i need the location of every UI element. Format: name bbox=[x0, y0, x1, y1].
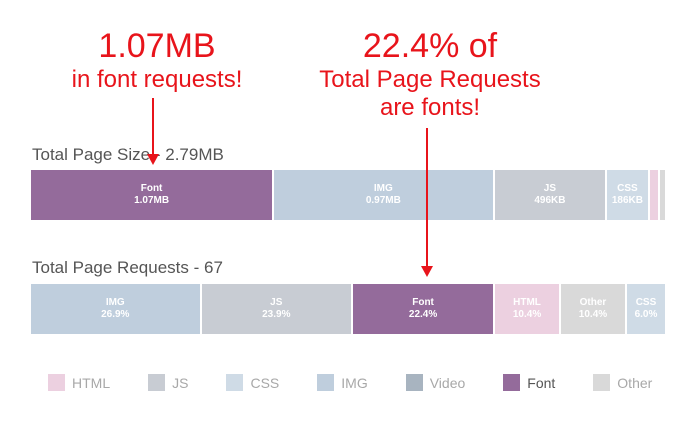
legend-item-img[interactable]: IMG bbox=[317, 374, 368, 391]
legend-label: Other bbox=[617, 374, 653, 391]
annotation-requests-value: 22.4% of bbox=[362, 27, 498, 65]
segment-label-name: Font bbox=[412, 296, 434, 308]
bar-segment-font: Font 1.07MB bbox=[31, 170, 275, 220]
legend-swatch bbox=[405, 374, 423, 391]
segment-label-name: JS bbox=[270, 296, 283, 308]
legend-swatch bbox=[226, 374, 244, 391]
annotation-size-text: in font requests! bbox=[71, 66, 243, 94]
segment-label-value: 0.97MB bbox=[365, 195, 401, 206]
stacked-bar-page-size: Font 1.07MB IMG 0.97MB JS 496KB CSS 186KB bbox=[31, 170, 665, 220]
legend-label: Font bbox=[527, 374, 556, 391]
legend-swatch bbox=[317, 374, 335, 391]
legend-label: IMG bbox=[341, 374, 368, 391]
segment-label-name: IMG bbox=[105, 296, 125, 308]
legend-label: CSS bbox=[250, 374, 280, 391]
segment-label-name: HTML bbox=[513, 296, 541, 308]
segment-label-name: Font bbox=[140, 182, 163, 194]
annotation-requests-text-2: are fonts! bbox=[379, 93, 481, 121]
bar-segment-img: IMG 0.97MB bbox=[274, 170, 495, 220]
segment-label-value: 10.4% bbox=[578, 309, 608, 320]
legend-item-css[interactable]: CSS bbox=[226, 374, 279, 391]
legend-swatch bbox=[48, 374, 65, 391]
segment-label-value: 10.4% bbox=[512, 309, 542, 320]
annotation-font-requests: 22.4% of Total Page Requests are fonts! bbox=[290, 27, 570, 121]
legend-label: JS bbox=[172, 374, 189, 391]
segment-label-name: CSS bbox=[617, 182, 638, 194]
segment-label-name: JS bbox=[543, 182, 557, 194]
bar-segment-js: JS 496KB bbox=[494, 170, 608, 220]
legend-label: HTML bbox=[72, 374, 111, 391]
segment-label-value: 26.9% bbox=[101, 309, 130, 320]
legend-item-html[interactable]: HTML bbox=[48, 374, 110, 391]
legend-swatch bbox=[148, 374, 166, 391]
segment-label-name: CSS bbox=[635, 296, 657, 308]
bar-segment-other bbox=[659, 170, 665, 220]
arrow-to-font-size bbox=[147, 98, 159, 165]
arrow-to-font-requests bbox=[421, 128, 433, 277]
legend-item-video[interactable]: Video bbox=[405, 374, 466, 391]
bar-segment-css: CSS 6.0% bbox=[626, 284, 665, 334]
bar-segment-js: JS 23.9% bbox=[201, 284, 354, 334]
segment-label-name: IMG bbox=[373, 182, 393, 194]
segment-label-value: 23.9% bbox=[262, 309, 291, 320]
segment-label-value: 1.07MB bbox=[134, 195, 170, 206]
stacked-bar-page-requests: IMG 26.9% JS 23.9% Font 22.4% HTML 10.4% Other 10… bbox=[31, 284, 665, 334]
legend-swatch bbox=[503, 374, 521, 391]
legend-label: Video bbox=[429, 374, 466, 391]
segment-label-name: Other bbox=[579, 296, 607, 308]
annotation-size-value: 1.07MB bbox=[98, 27, 216, 65]
legend-item-js[interactable]: JS bbox=[148, 374, 188, 391]
segment-label-value: 186KB bbox=[611, 195, 643, 206]
bar-segment-img: IMG 26.9% bbox=[31, 284, 202, 334]
bar-segment-html: HTML 10.4% bbox=[495, 284, 561, 334]
segment-label-value: 22.4% bbox=[408, 309, 438, 320]
chart-title-page-size: Total Page Size - 2.79MB bbox=[32, 145, 224, 164]
legend-item-other[interactable]: Other bbox=[593, 374, 652, 391]
segment-label-value: 6.0% bbox=[634, 309, 658, 320]
legend-swatch bbox=[593, 374, 611, 391]
bar-segment-font: Font 22.4% bbox=[353, 284, 496, 334]
annotation-font-size: 1.07MB in font requests! bbox=[52, 27, 262, 94]
legend-item-font[interactable]: Font bbox=[503, 374, 555, 391]
bar-segment-css: CSS 186KB bbox=[607, 170, 650, 220]
segment-label-value: 496KB bbox=[534, 195, 566, 206]
bar-segment-other: Other 10.4% bbox=[561, 284, 627, 334]
chart-legend: HTML JS CSS IMG Video Font Other bbox=[48, 374, 652, 391]
bar-segment-html bbox=[649, 170, 660, 220]
annotation-requests-text-1: Total Page Requests bbox=[319, 66, 541, 94]
chart-title-page-requests: Total Page Requests - 67 bbox=[32, 258, 223, 277]
